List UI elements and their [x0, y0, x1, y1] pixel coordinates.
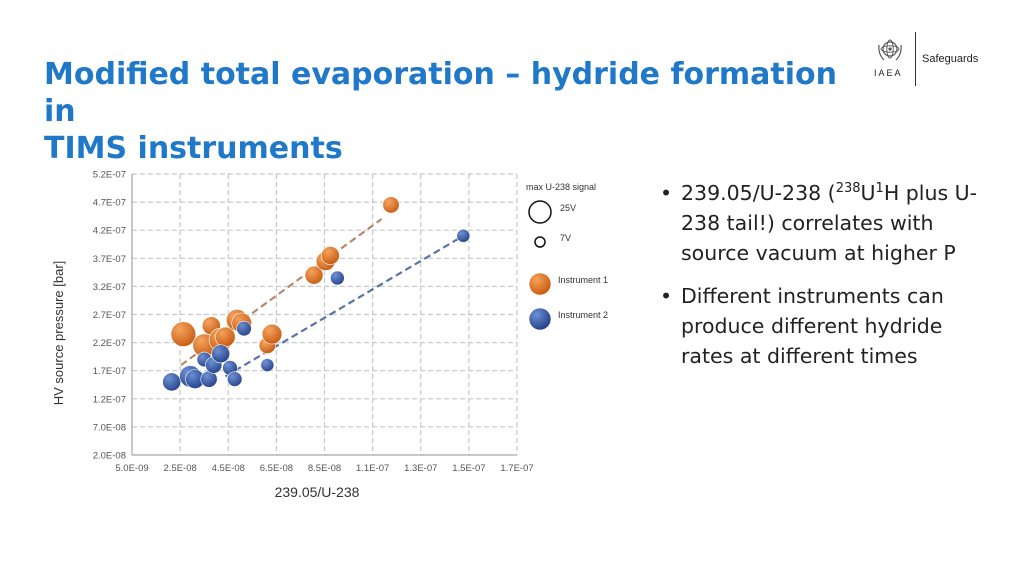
bullet-list: 239.05/U-238 (238U1H plus U-238 tail!) c… — [656, 178, 996, 384]
legend-title: max U-238 signal — [526, 182, 596, 192]
x-tick-label: 2.5E-08 — [163, 463, 196, 474]
bullet-item-different-instruments: Different instruments can produce differ… — [656, 281, 996, 371]
legend: max U-238 signal 25V 7V Instrument 1 Instrum… — [526, 182, 608, 331]
y-tick-label: 2.2E-07 — [93, 338, 126, 349]
logo-divider — [915, 32, 916, 86]
y-tick-label: 3.7E-07 — [93, 254, 126, 265]
slide-title-line-1: Modified total evaporation – hydride for… — [44, 57, 838, 129]
y-tick-label: 1.2E-07 — [93, 394, 126, 405]
legend-size-marker — [534, 236, 546, 248]
y-tick-label: 5.2E-07 — [93, 170, 126, 181]
y-tick-label: 4.7E-07 — [93, 198, 126, 209]
data-point-series-2 — [330, 270, 345, 286]
axes — [131, 174, 517, 456]
bullet-text-mid: U — [860, 181, 876, 205]
data-point-series-1 — [304, 265, 324, 285]
x-tick-label: 1.7E-07 — [500, 463, 533, 474]
iaea-logo: IAEA Safeguards — [860, 28, 1020, 90]
data-point-series-2 — [211, 344, 231, 364]
data-point-series-1 — [261, 323, 283, 345]
data-point-series-2 — [162, 372, 182, 392]
legend-series-marker — [528, 307, 552, 331]
y-tick-label: 2.0E-08 — [93, 451, 126, 462]
trendline-series-1 — [180, 218, 383, 366]
grid-lines — [131, 173, 518, 456]
x-tick-label: 6.5E-08 — [260, 463, 293, 474]
x-tick-label: 5.0E-09 — [115, 463, 148, 474]
chart-svg: 5.0E-09 2.5E-08 4.5E-08 6.5E-08 8.5E-08 1.1E-… — [51, 170, 608, 501]
section-label: Safeguards — [922, 53, 979, 65]
data-points — [162, 196, 471, 392]
slide-title-line-2: TIMS instruments — [44, 131, 343, 166]
x-tick-label: 1.1E-07 — [356, 463, 389, 474]
x-tick-label: 1.3E-07 — [404, 463, 437, 474]
y-tick-label: 7.0E-08 — [93, 422, 126, 433]
y-tick-label: 3.2E-07 — [93, 282, 126, 293]
slide-title: Modified total evaporation – hydride for… — [44, 56, 844, 167]
data-point-series-2 — [260, 358, 275, 372]
y-tick-label: 4.2E-07 — [93, 226, 126, 237]
legend-series-label: Instrument 2 — [558, 310, 608, 320]
x-tick-label: 1.5E-07 — [452, 463, 485, 474]
data-point-series-2 — [236, 320, 252, 337]
scatter-chart: 5.0E-09 2.5E-08 4.5E-08 6.5E-08 8.5E-08 1.1E-… — [46, 160, 626, 505]
data-point-series-1 — [320, 246, 340, 265]
data-point-series-1 — [170, 321, 197, 347]
legend-series-label: Instrument 1 — [558, 275, 608, 285]
data-point-series-2 — [456, 228, 471, 243]
superscript-238: 238 — [835, 181, 861, 197]
legend-size-marker — [528, 200, 552, 224]
bullet-text: Different instruments can produce differ… — [681, 284, 944, 368]
legend-size-label: 25V — [560, 203, 576, 213]
x-axis-label: 239.05/U-238 — [275, 484, 360, 500]
x-tick-label: 4.5E-08 — [212, 463, 245, 474]
data-point-series-2 — [226, 371, 243, 387]
legend-size-label: 7V — [560, 233, 571, 243]
tick-labels: 5.0E-09 2.5E-08 4.5E-08 6.5E-08 8.5E-08 1.1E-… — [93, 170, 534, 475]
x-tick-label: 8.5E-08 — [308, 463, 341, 474]
y-axis-label: HV source pressure [bar] — [51, 261, 66, 406]
y-tick-label: 2.7E-07 — [93, 310, 126, 321]
bullet-text-post: H plus U-238 tail!) correlates with sour… — [681, 181, 978, 265]
superscript-1: 1 — [875, 181, 884, 197]
legend-series-marker — [528, 272, 552, 296]
iaea-wordmark: IAEA — [874, 68, 903, 78]
data-point-series-1 — [382, 196, 400, 214]
y-tick-label: 1.7E-07 — [93, 366, 126, 377]
iaea-emblem-icon — [878, 39, 902, 61]
bullet-item-hydride-correlation: 239.05/U-238 (238U1H plus U-238 tail!) c… — [656, 178, 996, 268]
bullet-text-pre: 239.05/U-238 ( — [681, 181, 836, 205]
